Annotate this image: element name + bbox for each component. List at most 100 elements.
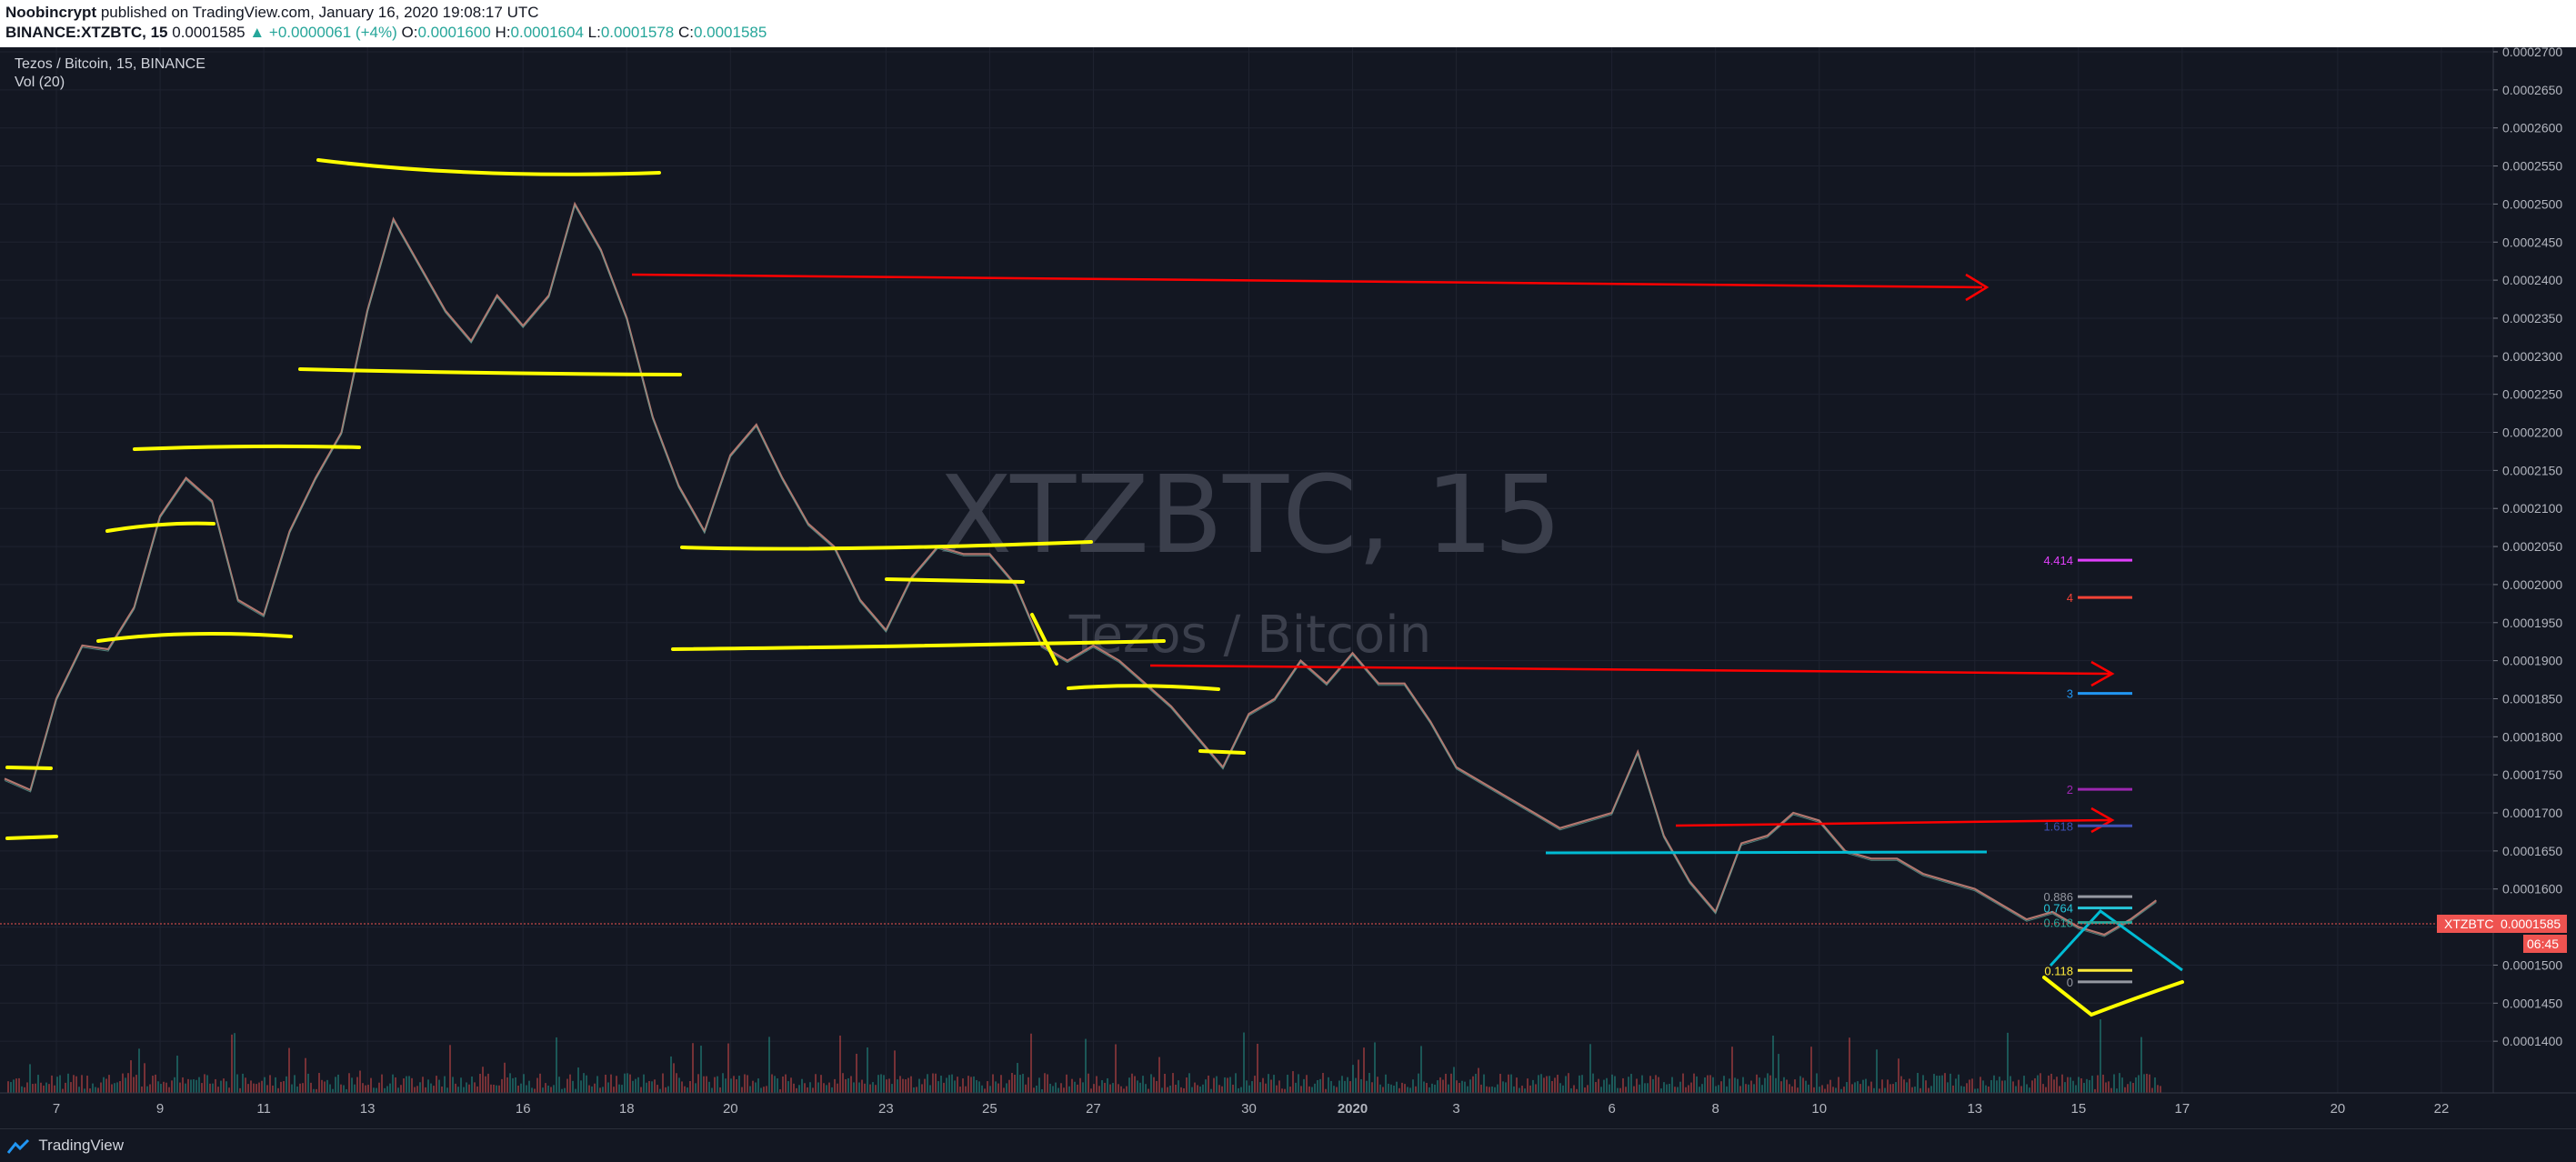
price-tick-label: 0.0002700 xyxy=(2502,47,2562,59)
volume-bar xyxy=(1930,1086,1932,1093)
author-name[interactable]: Noobincrypt xyxy=(5,4,97,21)
red-arrow-2-line[interactable] xyxy=(1149,664,2110,676)
volume-bar xyxy=(763,1087,765,1093)
volume-bar xyxy=(1682,1073,1684,1093)
volume-bar xyxy=(2037,1075,2039,1093)
red-arrows xyxy=(631,273,2115,834)
volume-bar xyxy=(1546,1076,1548,1093)
yellow-line-2280[interactable] xyxy=(298,367,682,376)
volume-bar xyxy=(1742,1077,1744,1093)
cyan-wedge-top[interactable] xyxy=(2049,909,2183,972)
volume-bar xyxy=(460,1077,462,1093)
volume-bar xyxy=(924,1078,926,1093)
volume-bar xyxy=(215,1078,216,1093)
volume-bar xyxy=(1216,1076,1218,1093)
yellow-line-1880[interactable] xyxy=(1067,684,1220,691)
volume-bar xyxy=(1325,1088,1327,1093)
volume-bar xyxy=(299,1083,301,1093)
cyan-lines xyxy=(1545,850,2183,972)
yellow-line-1935[interactable] xyxy=(671,639,1166,651)
yellow-line-1810[interactable] xyxy=(1198,749,1246,755)
volume-bar xyxy=(2064,1082,2066,1093)
volume-bar xyxy=(275,1077,276,1093)
red-arrow-3-head[interactable] xyxy=(2090,806,2115,834)
volume-bar xyxy=(564,1087,566,1093)
yellow-line-top[interactable] xyxy=(316,158,661,176)
volume-bar xyxy=(575,1088,576,1093)
yellow-line-2190[interactable] xyxy=(133,444,361,451)
volume-bar xyxy=(1371,1082,1373,1093)
yellow-wedge-bottom[interactable] xyxy=(2042,976,2184,1017)
time-tick-label: 18 xyxy=(619,1101,635,1117)
volume-bar xyxy=(1832,1087,1834,1093)
cyan-support-line[interactable] xyxy=(1545,850,1988,855)
volume-bar xyxy=(65,1082,66,1093)
volume-bar xyxy=(697,1074,699,1093)
volume-bar xyxy=(1584,1087,1586,1093)
tradingview-logo[interactable]: TradingView xyxy=(6,1137,124,1155)
volume-bar xyxy=(872,1082,874,1093)
yellow-line-2030[interactable] xyxy=(885,577,1025,584)
volume-bar xyxy=(1300,1086,1302,1093)
yellow-line-left-1[interactable] xyxy=(5,766,53,770)
volume-bar xyxy=(1281,1088,1283,1093)
volume-bar xyxy=(2146,1073,2148,1093)
yellow-line-2060[interactable] xyxy=(680,540,1093,551)
volume-bar xyxy=(1257,1043,1258,1093)
volume-bar xyxy=(1764,1077,1766,1093)
volume-bar xyxy=(913,1087,915,1093)
volume-bar xyxy=(62,1088,64,1093)
yellow-line-left-2[interactable] xyxy=(5,835,58,840)
volume-bar xyxy=(73,1075,75,1093)
yellow-line-2100[interactable] xyxy=(105,521,216,533)
volume-bar xyxy=(916,1087,917,1093)
volume-bar xyxy=(1625,1087,1627,1093)
volume-bar xyxy=(2108,1081,2110,1093)
volume-bar xyxy=(2070,1077,2071,1093)
red-arrow-3-line[interactable] xyxy=(1675,818,2110,827)
volume-bar xyxy=(1188,1073,1190,1093)
volume-bar xyxy=(2059,1086,2060,1093)
price-chart[interactable]: XTZBTC, 15 Tezos / Bitcoin 4.414 4 3 2 1.618… xyxy=(0,47,2576,1128)
price-tick-label: 0.0002100 xyxy=(2502,501,2562,516)
volume-bar xyxy=(1488,1087,1490,1093)
volume-bar xyxy=(738,1076,740,1093)
volume-bar xyxy=(531,1087,533,1093)
volume-bar xyxy=(981,1085,983,1093)
volume-bar xyxy=(648,1080,650,1093)
volume-bar xyxy=(1745,1084,1747,1093)
red-arrow-1-head[interactable] xyxy=(1965,273,1990,302)
volume-bar xyxy=(1208,1075,1209,1093)
volume-bar xyxy=(725,1078,727,1093)
volume-bar xyxy=(1911,1087,1913,1093)
yellow-line-1950[interactable] xyxy=(96,631,293,643)
volume-bar xyxy=(1658,1077,1659,1093)
price-tick-label: 0.0001750 xyxy=(2502,767,2562,782)
volume-bar xyxy=(15,1078,17,1093)
volume-bar xyxy=(1589,1044,1591,1093)
volume-bar xyxy=(45,1082,47,1093)
volume-bar xyxy=(1829,1079,1831,1093)
time-tick-label: 6 xyxy=(1608,1101,1615,1117)
time-axis: 7 9 11 13 16 18 20 23 25 27 30 2020 3 6 8 10 13 15 17 20 22 xyxy=(0,1092,2576,1117)
volume-bar xyxy=(1213,1077,1215,1093)
volume-bar xyxy=(2100,1019,2101,1093)
volume-bar xyxy=(877,1075,879,1093)
volume-bar xyxy=(32,1084,34,1093)
volume-bar xyxy=(2157,1085,2159,1093)
volume-bar xyxy=(820,1075,822,1093)
volume-bar xyxy=(670,1056,672,1093)
volume-bar xyxy=(185,1083,186,1093)
volume-bar xyxy=(144,1063,145,1093)
volume-bar xyxy=(635,1078,636,1093)
yellow-line-slope[interactable] xyxy=(1030,613,1058,666)
volume-bar xyxy=(1407,1087,1408,1093)
red-arrow-1-line[interactable] xyxy=(631,273,1983,289)
volume-bar xyxy=(201,1083,203,1093)
volume-bar xyxy=(523,1074,525,1093)
volume-bar xyxy=(1857,1081,1859,1093)
volume-bar xyxy=(858,1082,860,1093)
red-arrow-2-head[interactable] xyxy=(2090,660,2115,687)
price-badge: XTZBTC 0.0001585 06:45 xyxy=(2437,915,2567,953)
